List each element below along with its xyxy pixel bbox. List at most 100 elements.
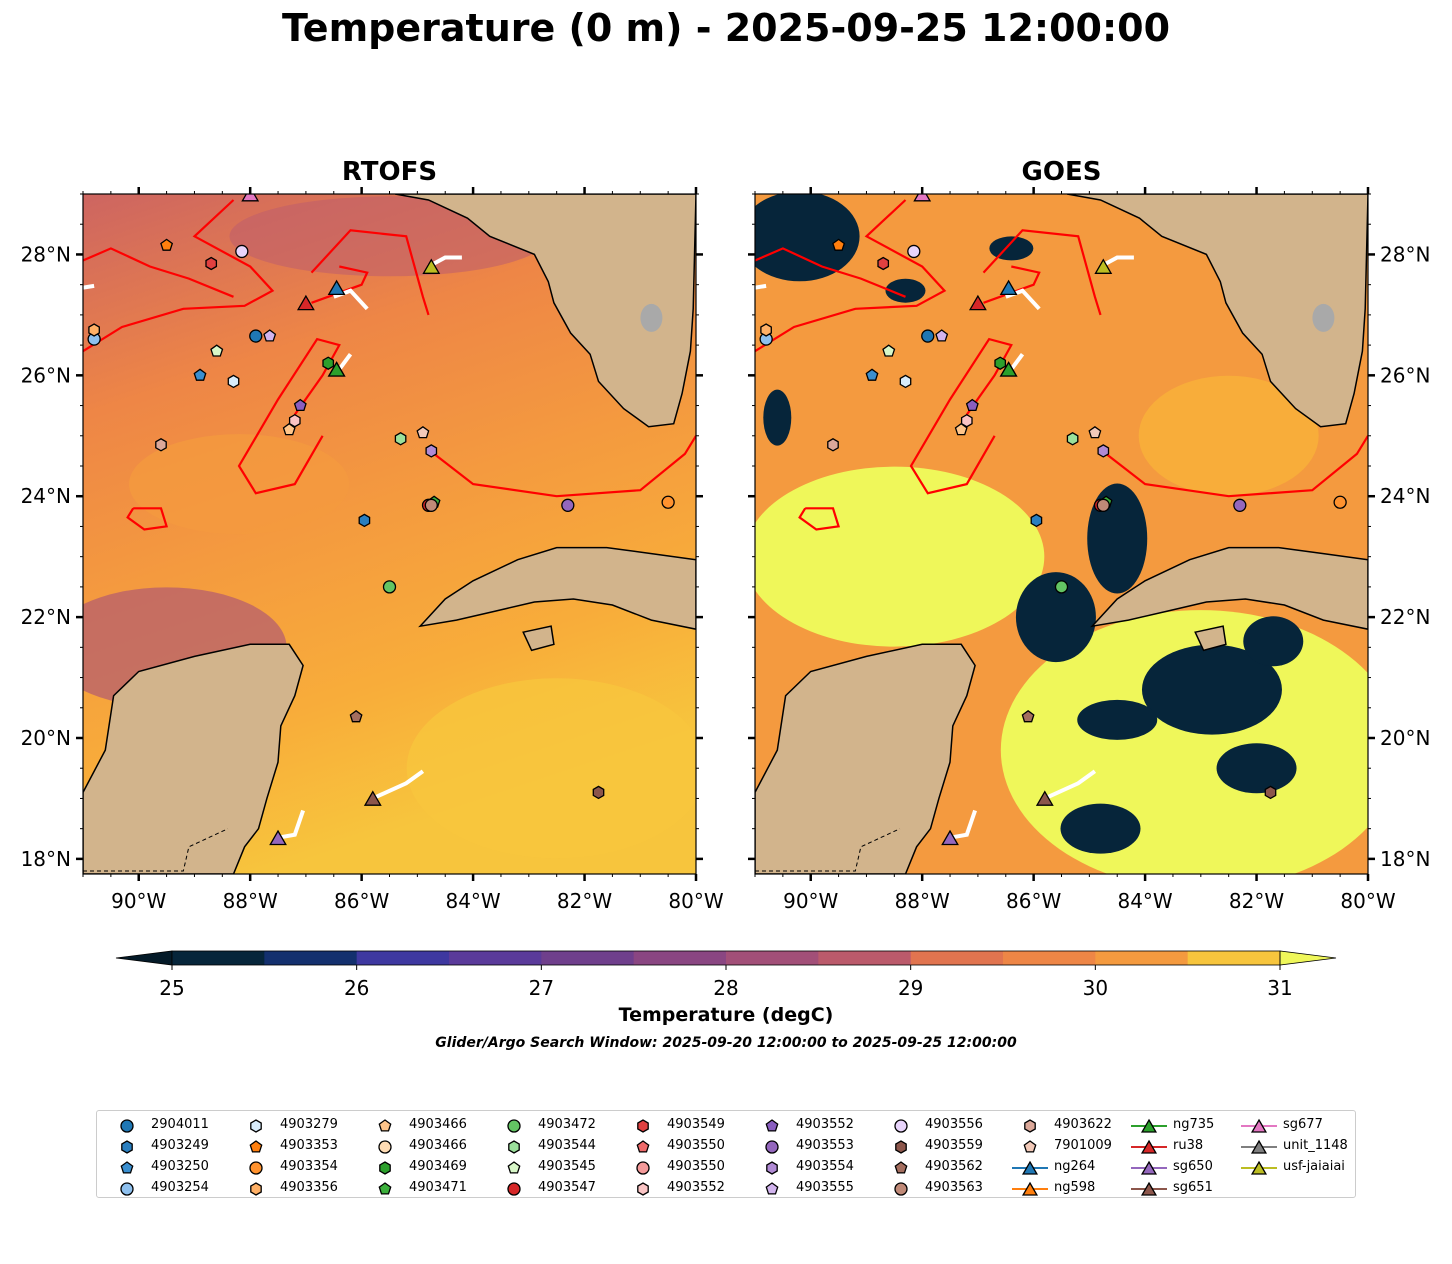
- legend-label: 4903279: [280, 1117, 338, 1132]
- platform-marker-sg650: [941, 829, 959, 846]
- legend-label: ng598: [1054, 1180, 1096, 1195]
- legend-label: 4903550: [667, 1159, 725, 1174]
- legend-marker-icon: [120, 1161, 134, 1174]
- land-polygon: [522, 625, 555, 652]
- platform-marker-4903472: [1054, 580, 1069, 594]
- lat-tick-label: 22°N: [21, 605, 71, 629]
- platform-marker-sg650: [269, 829, 287, 846]
- lon-tick-label: 90°W: [111, 889, 166, 913]
- legend-marker-icon: [378, 1182, 392, 1195]
- legend-label: 4903552: [796, 1117, 854, 1132]
- platform-marker-4903553: [1233, 498, 1247, 512]
- legend-marker-icon: [894, 1119, 908, 1133]
- platform-marker-4903562: [349, 709, 363, 723]
- platform-marker-7901009: [1088, 425, 1102, 439]
- lon-tick-label: 82°W: [557, 889, 612, 913]
- colorbar-segment: [356, 951, 450, 965]
- legend-label: 7901009: [1054, 1138, 1112, 1153]
- glider-track: [1009, 353, 1025, 371]
- legend-marker-icon: [121, 1140, 133, 1154]
- platform-marker-ng264: [327, 279, 346, 296]
- platform-marker-ru38: [968, 294, 987, 311]
- legend-label: sg677: [1283, 1117, 1323, 1132]
- legend-label: 4903249: [151, 1138, 209, 1153]
- platform-marker-4903622: [155, 438, 167, 452]
- legend-marker-icon: [1021, 1181, 1039, 1196]
- colorbar-tick-label: 25: [159, 976, 184, 1000]
- glider-track: [337, 353, 353, 371]
- legend-label: unit_1148: [1283, 1138, 1348, 1153]
- colorbar-tick-label: 26: [344, 976, 369, 1000]
- platform-marker-4903552: [960, 413, 973, 428]
- platform-marker-4903356: [88, 323, 100, 337]
- legend-label: 4903559: [925, 1138, 983, 1153]
- lat-tick-label: 26°N: [21, 363, 71, 387]
- lat-tick-label: 24°N: [21, 484, 71, 508]
- lon-tick-label: 84°W: [445, 889, 500, 913]
- land-polygon: [1194, 625, 1227, 652]
- lon-tick-label: 86°W: [1006, 889, 1061, 913]
- platform-marker-4903472: [382, 580, 397, 594]
- legend-label: 4903562: [925, 1159, 983, 1174]
- land-polygon: [418, 546, 696, 630]
- platform-marker-4903622: [827, 438, 839, 452]
- platform-marker-4903544: [1066, 432, 1079, 446]
- sst-contour: [310, 229, 430, 316]
- platform-marker-2904011: [249, 329, 263, 343]
- colorbar-label: Temperature (degC): [618, 1004, 834, 1026]
- platform-marker-4903563: [1096, 498, 1110, 512]
- sst-contour: [126, 507, 169, 531]
- legend-label: 2904011: [151, 1117, 209, 1132]
- platform-marker-4903554: [425, 444, 438, 458]
- colorbar-tick-label: 28: [713, 976, 738, 1000]
- platform-marker-4903250: [193, 368, 207, 381]
- sst-contour: [755, 199, 947, 353]
- sst-contour: [83, 247, 234, 298]
- legend-marker-icon: [894, 1182, 908, 1196]
- legend-marker-icon: [1024, 1119, 1036, 1133]
- legend-marker-icon: [765, 1119, 779, 1132]
- colorbar-tick-label: 29: [898, 976, 923, 1000]
- legend-label: 4903356: [280, 1180, 338, 1195]
- land-polygon: [755, 643, 976, 874]
- platform-marker-4903555: [935, 329, 949, 342]
- legend-marker-icon: [1140, 1118, 1158, 1133]
- colorbar-extend-high: [1279, 950, 1337, 966]
- platform-marker-4903556: [907, 244, 921, 259]
- sst-contour: [83, 199, 275, 353]
- colorbar: 25 26 27 28 29 30 31: [115, 950, 1337, 1000]
- platform-marker-4903552b: [965, 398, 979, 412]
- platform-marker-4903545: [882, 344, 896, 357]
- lat-tick-label: 24°N: [1380, 484, 1430, 508]
- legend-marker-icon: [378, 1140, 392, 1154]
- legend-label: 4903545: [538, 1159, 596, 1174]
- colorbar-tick-label: 27: [529, 976, 554, 1000]
- legend-marker-icon: [1250, 1118, 1268, 1133]
- legend-marker-icon: [1250, 1160, 1268, 1175]
- colorbar-segment: [1095, 951, 1189, 965]
- platform-marker-4903545: [210, 344, 224, 357]
- land-polygon: [1066, 194, 1368, 428]
- platform-marker-4903563: [424, 498, 438, 512]
- legend-marker-icon: [507, 1182, 521, 1196]
- legend-label: 4903353: [280, 1138, 338, 1153]
- lat-tick-label: 26°N: [1380, 363, 1430, 387]
- lon-tick-label: 84°W: [1117, 889, 1172, 913]
- legend-marker-icon: [894, 1161, 908, 1174]
- lat-tick-label: 28°N: [1380, 242, 1430, 266]
- map-panel-goes: 90°W 88°W 86°W 84°W 82°W 80°W 28°N 26°N 24°N 22°N…: [748, 187, 1430, 913]
- legend-label: usf-jaiaiai: [1283, 1159, 1345, 1174]
- platform-marker-ng735: [999, 361, 1018, 377]
- legend-marker-icon: [637, 1182, 649, 1196]
- legend-label: 4903469: [409, 1159, 467, 1174]
- lat-tick-label: 28°N: [21, 242, 71, 266]
- colorbar-segment: [449, 951, 542, 965]
- platform-marker-sg651: [1035, 790, 1054, 806]
- legend-label: 4903552: [667, 1180, 725, 1195]
- glider-track: [83, 283, 95, 290]
- legend-label: 4903549: [667, 1117, 725, 1132]
- legend-label: 4903553: [796, 1138, 854, 1153]
- colorbar-segment: [541, 951, 635, 965]
- platform-marker-4903469: [994, 356, 1007, 370]
